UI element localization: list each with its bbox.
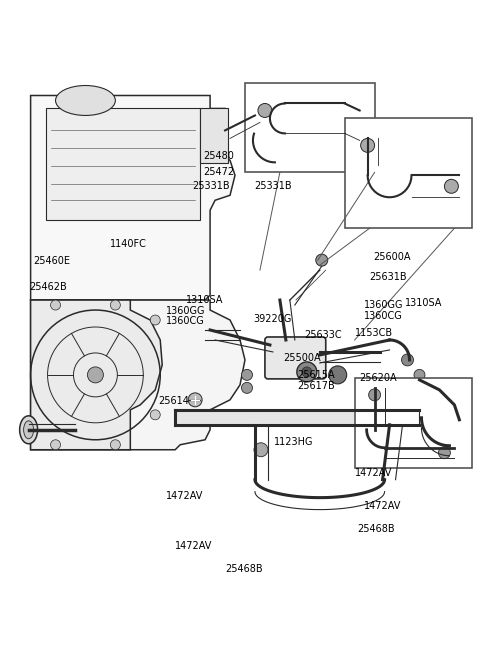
Text: 25631B: 25631B <box>369 272 407 282</box>
Circle shape <box>414 383 425 394</box>
Ellipse shape <box>20 416 37 443</box>
Circle shape <box>150 410 160 420</box>
Circle shape <box>444 179 458 193</box>
Text: 25331B: 25331B <box>192 181 230 191</box>
Ellipse shape <box>24 421 34 439</box>
Text: 1472AV: 1472AV <box>355 468 392 477</box>
Text: 25614: 25614 <box>158 396 190 405</box>
Polygon shape <box>31 300 245 450</box>
Text: 25331B: 25331B <box>254 181 292 191</box>
Circle shape <box>110 440 120 450</box>
Text: 1310SA: 1310SA <box>186 295 224 305</box>
FancyBboxPatch shape <box>245 83 374 172</box>
Text: 1360CG: 1360CG <box>364 310 403 321</box>
Circle shape <box>360 138 374 153</box>
Ellipse shape <box>271 339 319 377</box>
Text: 25617B: 25617B <box>298 381 335 391</box>
Polygon shape <box>31 300 162 450</box>
Ellipse shape <box>56 86 115 115</box>
Circle shape <box>402 354 413 366</box>
Circle shape <box>302 367 312 377</box>
Circle shape <box>87 367 103 383</box>
Polygon shape <box>421 408 449 448</box>
Text: 1360CG: 1360CG <box>166 316 204 326</box>
Text: 1123HG: 1123HG <box>274 437 313 447</box>
Circle shape <box>150 315 160 325</box>
Text: 1310SA: 1310SA <box>405 297 443 308</box>
FancyBboxPatch shape <box>345 119 472 228</box>
Circle shape <box>258 103 272 117</box>
Circle shape <box>50 440 60 450</box>
Text: 25620A: 25620A <box>360 373 397 383</box>
FancyBboxPatch shape <box>200 109 228 163</box>
Circle shape <box>297 362 317 382</box>
Text: 1140FC: 1140FC <box>110 240 147 250</box>
Text: 25500A: 25500A <box>283 353 321 364</box>
Text: 1153CB: 1153CB <box>355 328 393 338</box>
Text: 1360GG: 1360GG <box>166 305 205 316</box>
Text: 25615A: 25615A <box>298 369 335 379</box>
Text: 1472AV: 1472AV <box>175 542 213 552</box>
Circle shape <box>438 447 450 458</box>
Text: 25462B: 25462B <box>29 282 67 292</box>
Polygon shape <box>31 96 235 300</box>
FancyBboxPatch shape <box>355 378 472 468</box>
Text: 25468B: 25468B <box>226 565 263 574</box>
Text: 39220G: 39220G <box>253 314 292 324</box>
Text: 25633C: 25633C <box>305 330 342 341</box>
FancyBboxPatch shape <box>265 337 326 379</box>
Text: 1472AV: 1472AV <box>364 501 402 511</box>
Text: 25600A: 25600A <box>373 252 410 262</box>
Circle shape <box>188 393 202 407</box>
Circle shape <box>316 254 328 266</box>
Polygon shape <box>46 109 200 220</box>
Text: 25472: 25472 <box>203 167 234 177</box>
Circle shape <box>382 443 396 457</box>
Circle shape <box>414 369 425 381</box>
Circle shape <box>241 369 252 381</box>
Circle shape <box>369 389 381 401</box>
Text: 25468B: 25468B <box>357 524 395 534</box>
Circle shape <box>241 383 252 394</box>
Text: 1360GG: 1360GG <box>364 300 404 310</box>
Circle shape <box>110 300 120 310</box>
Text: 1472AV: 1472AV <box>166 491 203 501</box>
Text: 25460E: 25460E <box>33 256 70 266</box>
Text: 25480: 25480 <box>203 151 234 161</box>
Circle shape <box>348 132 361 145</box>
Circle shape <box>254 443 268 457</box>
Circle shape <box>329 366 347 384</box>
Ellipse shape <box>280 346 310 370</box>
Circle shape <box>50 300 60 310</box>
